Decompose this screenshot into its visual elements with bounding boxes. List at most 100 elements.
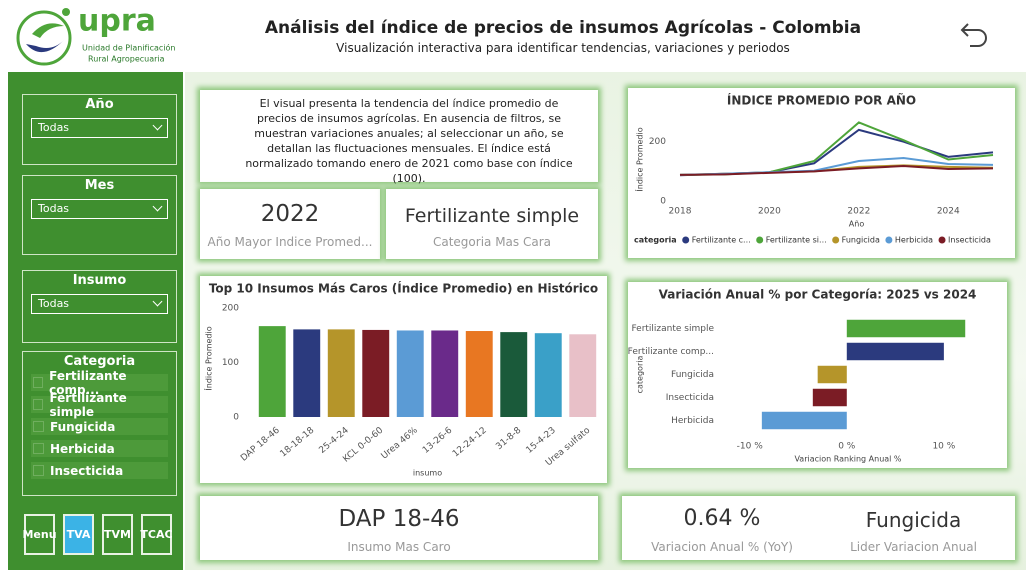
y-axis-title: categoria	[636, 356, 645, 394]
x-tick-label: 2020	[758, 207, 781, 217]
legend-swatch	[682, 236, 690, 244]
legend-label: Fungicida	[842, 236, 880, 245]
kpi-card: 2022 Año Mayor Indice Promed...	[200, 189, 380, 259]
x-tick-label: Urea 46%	[380, 425, 420, 461]
back-icon	[960, 23, 987, 47]
y-tick-label: 0	[233, 413, 239, 423]
month-slicer: Mes Todas	[22, 175, 177, 255]
nav-button[interactable]: Menu	[22, 514, 57, 555]
checkbox[interactable]	[33, 443, 44, 454]
kpi-value: Fertilizante simple	[404, 205, 580, 227]
bar-chart: Top 10 Insumos Más Caros (Índice Promedi…	[200, 276, 607, 483]
dropdown[interactable]: Todas	[31, 118, 168, 138]
input-slicer: Insumo Todas	[22, 270, 177, 343]
logo-ring	[16, 10, 72, 66]
bar	[569, 334, 597, 417]
description: El visual presenta la tendencia del índi…	[200, 90, 598, 185]
option-label: Insecticida	[50, 463, 124, 478]
y-tick-label: Fungicida	[671, 370, 714, 380]
legend-swatch	[938, 236, 946, 244]
x-tick-label: DAP 18-46	[239, 425, 282, 463]
dropdown[interactable]: Todas	[31, 199, 168, 219]
legend-swatch	[885, 236, 893, 244]
checkbox[interactable]	[33, 399, 44, 410]
legend-label: Herbicida	[895, 236, 933, 245]
slicer-label: Mes	[84, 178, 115, 193]
bar	[812, 388, 847, 407]
checkbox[interactable]	[33, 377, 44, 388]
option-label: Fertilizante comp...	[49, 368, 127, 397]
category-option[interactable]: Fungicida	[31, 418, 168, 435]
x-tick-label: 2024	[937, 207, 960, 217]
bar	[293, 329, 321, 417]
kpi-value: Fungicida	[865, 508, 962, 532]
x-tick-label: 25-4-24	[317, 425, 351, 455]
x-tick-label: 13-26-6	[421, 425, 455, 455]
kpi-value: 0.64 %	[683, 506, 761, 531]
slicer-label: Año	[85, 97, 114, 112]
nav-button[interactable]: TVM	[102, 514, 133, 555]
bar	[500, 332, 528, 417]
x-tick-label: 0 %	[838, 442, 856, 452]
logo-text: upra	[78, 4, 156, 39]
kpi-label: Insumo Mas Caro	[347, 540, 451, 554]
kpi-label: Categoria Mas Cara	[432, 235, 551, 249]
legend-title: categoria	[634, 236, 677, 245]
x-tick-label: 10 %	[932, 442, 955, 452]
slicer-label: Insumo	[72, 273, 127, 288]
kpi-label: Año Mayor Indice Promed...	[207, 235, 373, 249]
x-axis-title: insumo	[413, 469, 442, 478]
y-tick-label: 200	[222, 304, 239, 314]
bar	[362, 329, 390, 417]
x-tick-label: 2022	[847, 207, 870, 217]
bar	[396, 330, 424, 417]
x-tick-label: 18-18-18	[279, 425, 317, 459]
bar	[258, 326, 286, 417]
x-tick-label: 15-4-23	[524, 426, 557, 456]
title: Análisis del índice de precios de insumo…	[264, 18, 862, 38]
bar	[327, 329, 355, 417]
x-axis-title: Año	[849, 220, 865, 229]
slicer-label: Categoria	[63, 354, 136, 369]
bar	[534, 333, 562, 417]
dropdown[interactable]: Todas	[31, 294, 168, 314]
bar	[846, 319, 966, 338]
chart-title: Variación Anual % por Categoría: 2025 vs…	[659, 288, 977, 302]
bar	[761, 411, 847, 430]
bar	[465, 331, 493, 417]
chart-title: ÍNDICE PROMEDIO POR AÑO	[727, 93, 916, 108]
checkbox[interactable]	[33, 421, 44, 432]
subtitle: Visualización interactiva para identific…	[336, 41, 790, 55]
option-label: Fungicida	[50, 419, 116, 434]
kpi-label: Lider Variacion Anual	[850, 540, 977, 554]
kpi-value: 2022	[260, 201, 320, 227]
kpi-card: DAP 18-46 Insumo Mas Caro	[200, 496, 598, 560]
kpi-card: 0.64 % Variacion Anual % (YoY) Fungicida…	[622, 496, 1015, 560]
y-tick-label: Fertilizante simple	[631, 324, 714, 334]
y-axis-title: Índice Promedio	[203, 326, 214, 390]
bar	[846, 342, 944, 361]
legend-label: Insecticida	[948, 236, 991, 245]
x-tick-label: 2018	[669, 207, 692, 217]
chart-title: Top 10 Insumos Más Caros (Índice Promedi…	[209, 281, 598, 296]
category-option[interactable]: Insecticida	[31, 462, 168, 479]
nav-button[interactable]: TCAC	[140, 514, 173, 555]
y-axis-title: Índice Promedio	[634, 127, 645, 191]
legend-swatch	[832, 236, 840, 244]
y-tick-label: 200	[649, 137, 666, 147]
y-tick-label: Fertilizante comp...	[628, 347, 714, 357]
hbar-chart: Variación Anual % por Categoría: 2025 vs…	[628, 282, 1007, 468]
logo-hand	[26, 40, 64, 53]
checkbox[interactable]	[33, 465, 44, 476]
category-option[interactable]: Fertilizante comp...	[31, 369, 168, 397]
y-tick-label: Herbicida	[671, 416, 714, 426]
logo-dot	[62, 8, 70, 16]
category-option[interactable]: Fertilizante simple	[31, 391, 168, 419]
category-option[interactable]: Herbicida	[31, 440, 168, 457]
nav-button[interactable]: TVA	[63, 514, 94, 555]
bar	[431, 330, 459, 417]
legend-swatch	[756, 236, 764, 244]
x-tick-label: 31-8-8	[494, 425, 523, 452]
back-button[interactable]	[958, 16, 992, 50]
